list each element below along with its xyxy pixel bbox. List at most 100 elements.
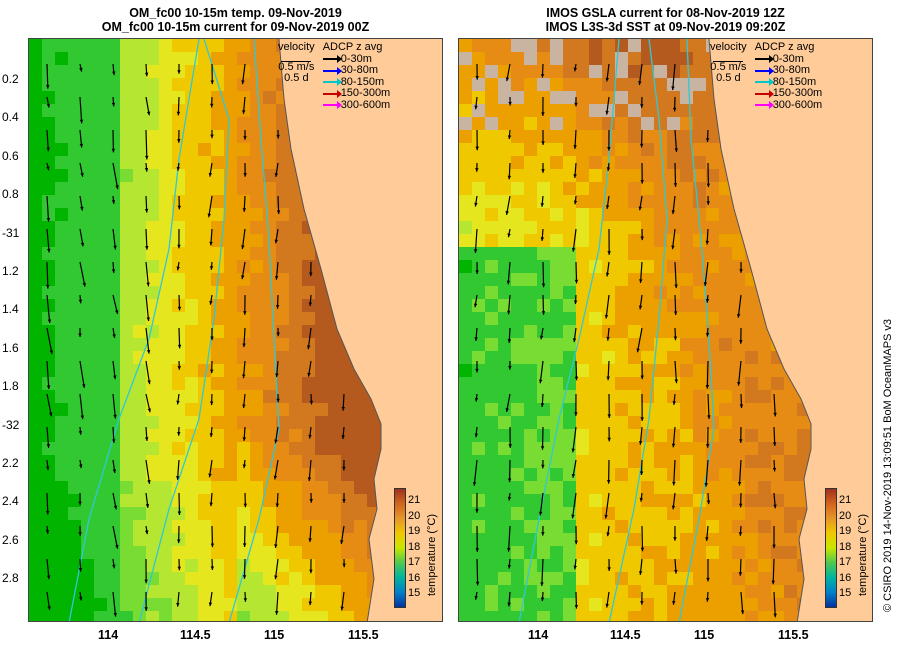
current-vector (540, 426, 545, 450)
left-title: OM_fc00 10-15m temp. 09-Nov-2019 OM_fc00… (28, 6, 443, 34)
current-vector (78, 327, 82, 338)
current-vector (474, 591, 478, 600)
current-vector (740, 591, 745, 615)
current-vector (573, 162, 577, 179)
current-vector (210, 558, 215, 571)
colorbar-gradient (394, 488, 406, 608)
current-vector (573, 558, 577, 570)
current-vector (475, 360, 479, 373)
current-vector (242, 393, 246, 409)
current-vector (177, 294, 182, 311)
legend-item-label: 150-300m (340, 87, 391, 99)
current-vector (177, 426, 181, 436)
current-vector (540, 63, 545, 78)
legend-arrow-icon (754, 89, 774, 98)
current-vector (607, 426, 611, 442)
current-vector (508, 426, 512, 448)
y-tick-label: 1.8 (2, 379, 19, 394)
colorbar-tick-label: 15 (408, 587, 421, 599)
y-tick-label: -32 (2, 417, 20, 432)
current-vector (111, 261, 116, 274)
current-vector (705, 525, 709, 542)
legend-arrow-icon (322, 55, 342, 64)
isobath-line (228, 39, 280, 621)
legend-item: 80-150m (322, 76, 391, 89)
current-vector (773, 492, 777, 509)
current-vector (607, 129, 611, 151)
current-vector (508, 96, 512, 106)
legend-item: 0-30m (754, 53, 823, 66)
current-vector (640, 393, 644, 421)
current-vector (705, 591, 710, 602)
legend-arrow-icon (322, 101, 342, 110)
current-vector (739, 327, 743, 344)
velocity-scale-label: 0.5 m/s (278, 60, 315, 73)
current-vector (111, 96, 116, 107)
current-vector (45, 63, 50, 89)
current-vector (738, 525, 743, 536)
current-vector (605, 96, 610, 115)
current-vector (605, 195, 610, 210)
current-vector (673, 162, 678, 187)
current-vector (738, 558, 743, 576)
colorbar-tick-label: 17 (408, 556, 421, 568)
current-vector (704, 459, 709, 487)
current-vector (771, 558, 775, 585)
current-vector (507, 591, 511, 607)
current-vector (674, 129, 679, 152)
current-vector (79, 129, 84, 148)
colorbar-tick-label: 20 (839, 509, 852, 522)
current-vector (78, 591, 83, 601)
current-vector (507, 492, 512, 501)
current-vector (638, 195, 643, 211)
current-vector (739, 393, 744, 409)
current-vector (46, 195, 51, 222)
current-vector (46, 294, 52, 324)
current-vector (674, 360, 679, 384)
current-vector (145, 228, 149, 250)
colorbar-tick-label: 16 (408, 571, 421, 584)
current-vector (340, 591, 345, 611)
current-vector (571, 228, 577, 252)
y-tick-label: 1.6 (2, 340, 19, 355)
y-tick-label: 1.2 (2, 264, 19, 278)
current-vector (640, 360, 644, 380)
current-vector (273, 459, 279, 480)
current-vector (78, 294, 83, 304)
colorbar-tick-label: 21 (408, 494, 421, 506)
current-vector (112, 492, 118, 510)
current-vector (507, 162, 512, 180)
velocity-scale-label: 0.5 m/s (710, 60, 747, 73)
current-vector (274, 162, 279, 178)
left-map-panel[interactable] (28, 38, 443, 622)
current-vector (79, 393, 85, 420)
current-vector (209, 426, 214, 438)
right-map-panel[interactable] (458, 38, 873, 622)
current-vector (242, 327, 246, 348)
legend-item-label: 150-300m (772, 87, 823, 99)
current-vector (706, 162, 711, 188)
current-vector (607, 558, 611, 571)
current-vector (145, 261, 150, 287)
current-vector (209, 393, 214, 406)
current-vector (705, 426, 710, 448)
current-vector (308, 591, 313, 606)
current-vector (475, 261, 479, 275)
current-vector (145, 360, 151, 385)
left-legend: velocity 0.5 m/s 0.5 d ADCP z avg 0-30m 3… (278, 41, 391, 111)
current-vector (474, 96, 478, 110)
legend-arrow-icon (322, 89, 342, 98)
current-vector (475, 525, 479, 552)
current-vector (111, 195, 116, 204)
current-vector (112, 228, 117, 250)
time-scale-label: 0.5 d (716, 72, 741, 84)
current-vector (639, 492, 644, 502)
current-vector (671, 195, 676, 215)
current-vector (541, 459, 545, 469)
current-vector (606, 360, 610, 381)
current-vector (572, 327, 577, 343)
x-tick-label: 115.5 (348, 628, 379, 642)
y-tick-label: 2.8 (2, 571, 19, 586)
current-vector (177, 558, 181, 571)
current-vector (46, 96, 51, 108)
